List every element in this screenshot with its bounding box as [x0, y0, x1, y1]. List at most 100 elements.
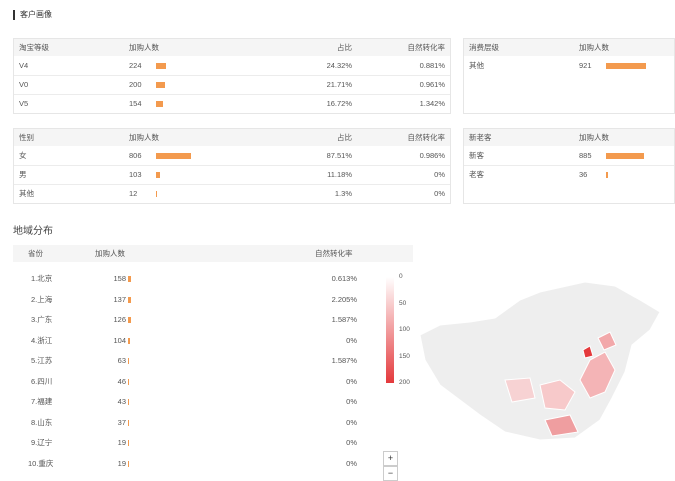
conversion: 0% [346, 438, 357, 447]
conversion: 0% [346, 335, 357, 345]
table-cell: V4 [19, 61, 29, 70]
count-bar [128, 399, 129, 405]
column-header: 加购人数 [129, 43, 159, 52]
column-header: 加购人数 [95, 249, 125, 258]
table-cell: 0.961% [419, 80, 445, 89]
province: 3.广东 [31, 315, 53, 324]
conversion: 0% [346, 376, 357, 386]
column-header: 自然转化率 [407, 133, 446, 142]
table-cell: 806 [129, 151, 142, 160]
table-cell: 87.51% [326, 151, 352, 160]
column-header: 消费层级 [469, 43, 499, 52]
count: 46 [117, 376, 126, 386]
conversion: 0.613% [331, 274, 357, 283]
count: 19 [117, 438, 126, 447]
count: 158 [113, 274, 126, 283]
count: 37 [117, 417, 126, 427]
table-cell: 其他 [469, 61, 484, 70]
map-region [504, 377, 536, 403]
count-bar [128, 296, 131, 303]
count-bar [156, 153, 191, 159]
count: 126 [113, 315, 126, 324]
table-cell: 1.342% [419, 99, 445, 108]
province: 7.福建 [31, 397, 53, 406]
conversion: 0% [346, 397, 357, 406]
table-cell: 11.18% [327, 170, 352, 179]
legend-tick-label: 200 [399, 379, 410, 386]
map-region [544, 414, 579, 437]
province: 1.北京 [31, 274, 53, 283]
table-cell: 老客 [469, 170, 484, 179]
table-cell: V0 [19, 80, 29, 89]
legend-tick-label: 0 [399, 273, 403, 280]
count-bar [156, 172, 161, 178]
count-bar [156, 191, 157, 197]
province: 9.辽宁 [31, 438, 53, 447]
zoom-in-button[interactable]: + [383, 451, 398, 466]
count-bar [156, 82, 165, 88]
table-cell: 12 [129, 189, 138, 198]
legend-tick-label: 100 [399, 326, 410, 333]
table-cell: 1.3% [334, 189, 352, 198]
count-bar [128, 276, 132, 282]
table-cell: 21.71% [326, 80, 352, 89]
map-china [419, 281, 661, 441]
count-bar [606, 172, 608, 178]
column-header: 占比 [337, 43, 352, 52]
row-divider [14, 184, 450, 185]
map-region [582, 345, 594, 359]
map-region [539, 379, 576, 411]
count-bar [128, 419, 129, 426]
column-header: 省份 [28, 249, 43, 258]
table-cell: 224 [129, 61, 142, 70]
count-bar [128, 460, 129, 467]
zoom-out-button[interactable]: − [383, 466, 398, 481]
table-cell: 24.32% [326, 61, 352, 70]
legend-gradient [386, 277, 394, 383]
column-header: 新老客 [469, 133, 492, 142]
count-bar [156, 101, 163, 107]
column-header: 加购人数 [579, 133, 609, 142]
count-bar [128, 358, 130, 364]
conversion: 1.587% [331, 315, 357, 324]
table-header [464, 129, 674, 146]
count-bar [156, 63, 166, 69]
count: 63 [117, 356, 126, 365]
count-bar [128, 440, 129, 446]
column-header: 加购人数 [579, 43, 609, 52]
count: 19 [117, 458, 126, 468]
count-bar [128, 378, 129, 385]
column-header: 自然转化率 [315, 249, 353, 258]
row-divider [14, 75, 450, 76]
count: 43 [117, 397, 126, 406]
count-bar [128, 337, 131, 344]
title-marker [13, 10, 15, 20]
column-header: 占比 [337, 133, 352, 142]
data-table: 消费层级 加购人数 其他 921 [463, 38, 675, 114]
table-cell: 0.986% [419, 151, 445, 160]
column-header: 自然转化率 [407, 43, 446, 52]
table-header [14, 39, 450, 56]
column-header: 性别 [19, 133, 34, 142]
column-header: 加购人数 [129, 133, 159, 142]
province: 2.上海 [31, 294, 53, 304]
map-region [579, 351, 616, 399]
row-divider [464, 165, 674, 166]
row-divider [14, 165, 450, 166]
data-table: 淘宝等级 加购人数 占比 自然转化率 V4 224 24.32% 0.881% V0 200 21.… [13, 38, 451, 114]
table-header [464, 39, 674, 56]
conversion: 2.205% [331, 294, 357, 304]
legend-tick-label: 50 [399, 299, 407, 307]
table-cell: 0% [434, 170, 445, 179]
data-table: 性别 加购人数 占比 自然转化率女 806 87.51% 0.986% 男 103 11.18% 0… [13, 128, 451, 204]
table-cell: 200 [129, 80, 142, 89]
legend-tick-label: 150 [399, 352, 410, 360]
table-cell: 男 [19, 170, 27, 179]
row-divider [14, 94, 450, 95]
table-cell: 0.881% [419, 61, 445, 70]
table-cell: 885 [579, 151, 592, 160]
province: 8.山东 [31, 417, 53, 427]
table-cell: 16.72% [326, 99, 352, 108]
